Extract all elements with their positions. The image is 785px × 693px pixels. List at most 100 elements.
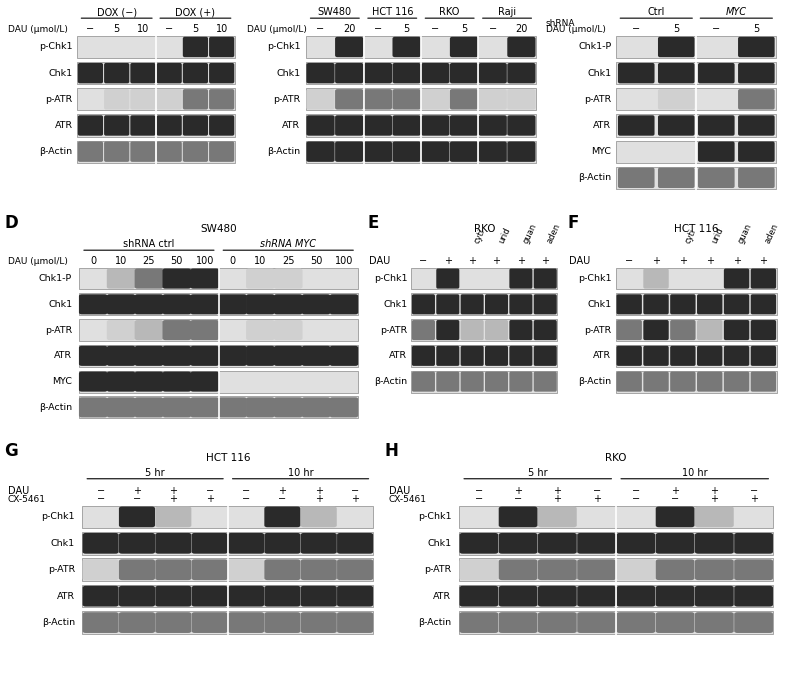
FancyBboxPatch shape (422, 63, 450, 83)
Text: +: + (170, 494, 177, 505)
FancyBboxPatch shape (191, 397, 219, 417)
Text: 10: 10 (137, 24, 149, 34)
Text: +: + (351, 494, 359, 505)
Bar (615, 319, 777, 341)
FancyBboxPatch shape (192, 612, 228, 633)
Text: −: − (488, 24, 497, 34)
FancyBboxPatch shape (228, 612, 264, 633)
FancyBboxPatch shape (644, 320, 669, 340)
Text: −: − (97, 486, 104, 495)
Text: ATR: ATR (389, 351, 407, 360)
Text: −: − (133, 494, 141, 505)
FancyBboxPatch shape (228, 586, 264, 606)
FancyBboxPatch shape (209, 115, 234, 136)
Text: +: + (671, 486, 679, 495)
FancyBboxPatch shape (618, 115, 655, 136)
Text: Chk1: Chk1 (276, 69, 300, 78)
FancyBboxPatch shape (616, 586, 655, 606)
FancyBboxPatch shape (698, 168, 735, 188)
FancyBboxPatch shape (577, 533, 616, 554)
FancyBboxPatch shape (698, 63, 735, 83)
Text: cyti: cyti (472, 227, 487, 245)
Text: 25: 25 (143, 256, 155, 266)
FancyBboxPatch shape (697, 346, 722, 366)
FancyBboxPatch shape (306, 63, 334, 83)
FancyBboxPatch shape (183, 37, 208, 58)
Text: HCT 116: HCT 116 (206, 453, 250, 463)
Text: 10: 10 (254, 256, 266, 266)
Text: Chk1: Chk1 (587, 300, 612, 309)
Bar (306, 36, 535, 58)
Text: MYC: MYC (52, 377, 72, 386)
Text: β-Actin: β-Actin (39, 147, 73, 156)
Text: RKO: RKO (605, 453, 627, 463)
Bar (82, 506, 373, 528)
FancyBboxPatch shape (724, 268, 749, 288)
Text: Raji: Raji (498, 7, 516, 17)
FancyBboxPatch shape (82, 612, 119, 633)
FancyBboxPatch shape (655, 586, 695, 606)
Text: 20: 20 (515, 24, 528, 34)
Text: p-Chk1: p-Chk1 (267, 42, 300, 51)
Bar (79, 267, 358, 290)
Text: −: − (475, 494, 483, 505)
FancyBboxPatch shape (670, 371, 696, 392)
FancyBboxPatch shape (436, 295, 459, 315)
Text: 10 hr: 10 hr (288, 468, 313, 477)
FancyBboxPatch shape (135, 346, 163, 366)
Text: ATR: ATR (55, 121, 73, 130)
FancyBboxPatch shape (509, 371, 532, 392)
Text: Chk1: Chk1 (51, 539, 75, 547)
Text: p-ATR: p-ATR (380, 326, 407, 335)
FancyBboxPatch shape (479, 89, 507, 109)
Text: p-ATR: p-ATR (273, 95, 300, 104)
FancyBboxPatch shape (459, 533, 498, 554)
FancyBboxPatch shape (130, 89, 155, 109)
Text: −: − (632, 24, 641, 34)
FancyBboxPatch shape (538, 533, 577, 554)
FancyBboxPatch shape (337, 559, 373, 580)
Text: β-Actin: β-Actin (267, 147, 300, 156)
Text: 5: 5 (192, 24, 199, 34)
FancyBboxPatch shape (218, 397, 246, 417)
FancyBboxPatch shape (479, 115, 507, 136)
FancyBboxPatch shape (750, 320, 776, 340)
FancyBboxPatch shape (738, 37, 775, 58)
FancyBboxPatch shape (538, 612, 577, 633)
FancyBboxPatch shape (79, 397, 108, 417)
Text: +: + (541, 256, 550, 266)
FancyBboxPatch shape (734, 533, 773, 554)
Text: +: + (206, 494, 214, 505)
FancyBboxPatch shape (697, 371, 722, 392)
FancyBboxPatch shape (330, 295, 358, 315)
Text: p-ATR: p-ATR (424, 565, 451, 574)
Text: +: + (679, 256, 687, 266)
Text: 5: 5 (403, 24, 410, 34)
FancyBboxPatch shape (301, 533, 337, 554)
FancyBboxPatch shape (335, 89, 363, 109)
FancyBboxPatch shape (155, 586, 192, 606)
Bar (411, 267, 557, 290)
Text: 20: 20 (343, 24, 356, 34)
FancyBboxPatch shape (119, 533, 155, 554)
FancyBboxPatch shape (509, 346, 532, 366)
FancyBboxPatch shape (695, 612, 734, 633)
Text: MYC: MYC (726, 7, 747, 17)
Bar (77, 88, 235, 110)
FancyBboxPatch shape (209, 63, 234, 83)
FancyBboxPatch shape (301, 559, 337, 580)
FancyBboxPatch shape (79, 346, 108, 366)
FancyBboxPatch shape (616, 533, 655, 554)
FancyBboxPatch shape (459, 612, 498, 633)
FancyBboxPatch shape (498, 559, 538, 580)
FancyBboxPatch shape (412, 295, 435, 315)
FancyBboxPatch shape (658, 168, 695, 188)
FancyBboxPatch shape (538, 559, 577, 580)
Bar (615, 345, 777, 367)
Text: p-ATR: p-ATR (45, 326, 72, 335)
FancyBboxPatch shape (162, 295, 191, 315)
Text: CX-5461: CX-5461 (389, 495, 426, 504)
FancyBboxPatch shape (644, 268, 669, 288)
FancyBboxPatch shape (459, 586, 498, 606)
Bar (616, 141, 776, 163)
